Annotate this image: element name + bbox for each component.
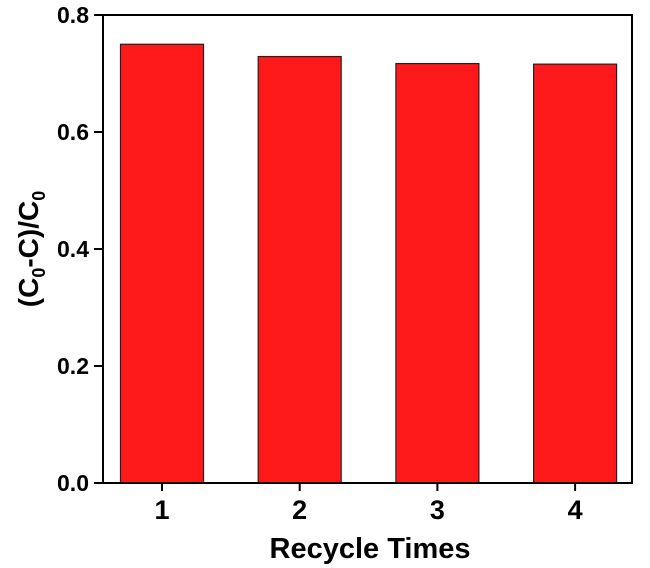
bar: [119, 43, 205, 484]
bar: [395, 62, 480, 484]
x-axis-title: Recycle Times: [270, 533, 471, 565]
y-axis-title-part: -C)/C: [13, 201, 44, 268]
y-tick-label: 0.8: [57, 2, 89, 28]
bar: [532, 63, 618, 484]
y-axis-title-subscript: 0: [29, 268, 49, 278]
plot-frame: [102, 14, 633, 484]
y-axis-title: (C0-C)/C0: [13, 191, 49, 307]
y-tick-label: 0.6: [57, 119, 89, 145]
y-tick-label: 0.0: [57, 470, 89, 496]
bar: [257, 55, 342, 484]
y-axis-title-part: (C: [13, 278, 44, 308]
x-tick-label: 2: [292, 495, 307, 525]
y-axis-title-subscript: 0: [29, 191, 49, 201]
x-tick-label: 3: [430, 495, 445, 525]
y-tick-label: 0.2: [57, 353, 89, 379]
x-tick-label: 4: [568, 495, 583, 525]
x-tick-label: 1: [154, 495, 169, 525]
y-tick-label: 0.4: [57, 236, 89, 262]
